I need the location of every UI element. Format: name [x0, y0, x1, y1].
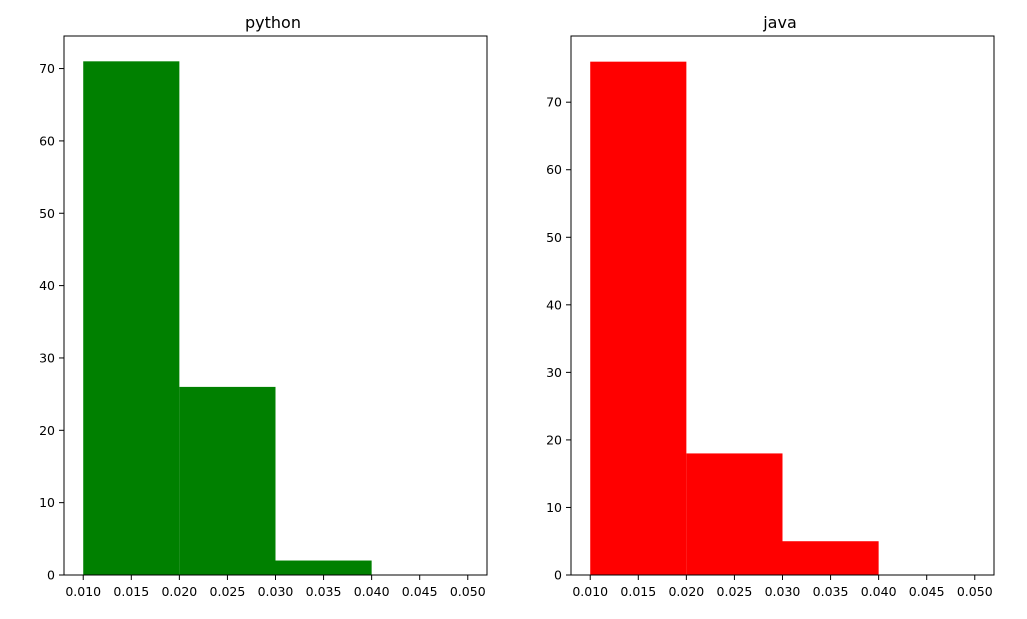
- x-tick-label: 0.040: [861, 584, 897, 599]
- x-tick-label: 0.040: [354, 584, 390, 599]
- y-tick-label: 30: [39, 350, 55, 365]
- y-tick-label: 0: [47, 568, 55, 583]
- x-tick-label: 0.050: [450, 584, 486, 599]
- x-tick-label: 0.020: [161, 584, 197, 599]
- y-tick-label: 60: [546, 162, 562, 177]
- y-tick-label: 0: [554, 568, 562, 583]
- x-tick-label: 0.020: [668, 584, 704, 599]
- histogram-bar: [782, 541, 879, 575]
- x-tick-label: 0.045: [402, 584, 438, 599]
- y-tick-label: 50: [546, 230, 562, 245]
- subplot-python: python 0.010 0.015 0.020 0.025 0.030 0.035 0.0…: [39, 13, 488, 599]
- y-tick-label: 20: [546, 432, 562, 447]
- y-tick-label: 70: [546, 95, 562, 110]
- histogram-bar: [179, 386, 276, 575]
- x-tick-label: 0.030: [765, 584, 801, 599]
- y-tick-label: 10: [546, 500, 562, 515]
- y-tick-label: 40: [39, 278, 55, 293]
- x-tick-label: 0.050: [957, 584, 993, 599]
- x-tick-label: 0.015: [113, 584, 149, 599]
- subplot-java: java 0.010 0.015 0.020 0.025 0.030 0.035 0.040…: [546, 13, 995, 599]
- y-tick-label: 60: [39, 133, 55, 148]
- x-tick-label: 0.045: [909, 584, 945, 599]
- y-tick-label: 30: [546, 365, 562, 380]
- histogram-bar: [275, 560, 372, 575]
- y-tick-label: 70: [39, 61, 55, 76]
- x-tick-label: 0.035: [813, 584, 849, 599]
- x-tick-label: 0.025: [210, 584, 246, 599]
- subplot-title: java: [762, 13, 797, 32]
- y-tick-label: 20: [39, 423, 55, 438]
- x-tick-label: 0.015: [620, 584, 656, 599]
- y-tick-label: 50: [39, 206, 55, 221]
- y-tick-label: 40: [546, 297, 562, 312]
- histogram-bar: [590, 61, 687, 575]
- x-tick-label: 0.010: [572, 584, 608, 599]
- x-tick-label: 0.030: [258, 584, 294, 599]
- x-tick-label: 0.025: [717, 584, 753, 599]
- x-tick-label: 0.035: [306, 584, 342, 599]
- histogram-bar: [83, 61, 180, 576]
- histogram-bar: [686, 453, 783, 575]
- subplot-title: python: [245, 13, 301, 32]
- x-tick-label: 0.010: [65, 584, 101, 599]
- y-tick-label: 10: [39, 495, 55, 510]
